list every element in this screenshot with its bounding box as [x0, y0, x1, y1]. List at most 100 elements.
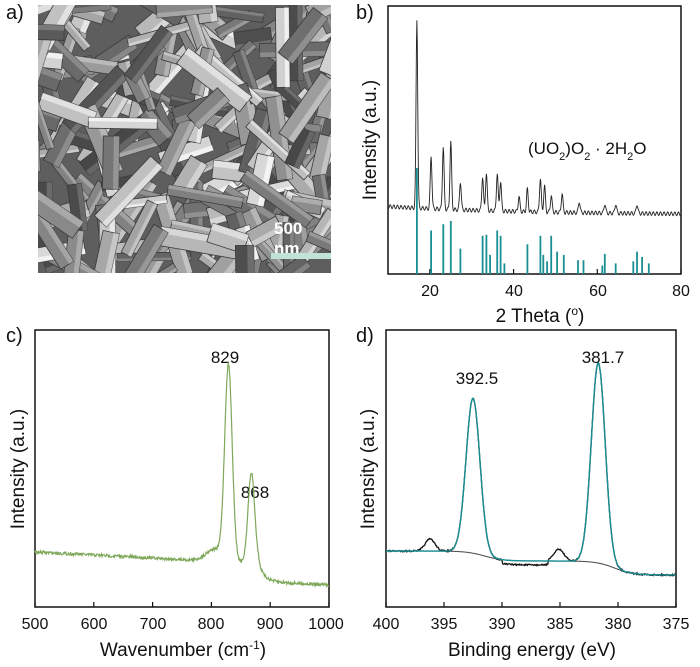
sem-crystal-highlight [38, 47, 64, 60]
raman-y-axis-label: Intensity (a.u.) [8, 409, 29, 529]
sem-crystal [284, 126, 316, 170]
sem-crystal-highlight [156, 8, 213, 18]
sem-crystal-body [250, 253, 312, 273]
xps-background-line [386, 550, 676, 576]
xrd-plot-frame [387, 5, 682, 275]
xrd-pattern-line [387, 20, 682, 217]
xrd-tick-label: 80 [672, 283, 690, 300]
panel-label-b: b) [356, 2, 374, 24]
sem-crystal-highlight [88, 117, 158, 123]
raman-tick-label: 500 [22, 616, 49, 633]
sem-crystal-highlight [63, 54, 118, 67]
sem-crystal-highlight [127, 203, 158, 257]
sem-crystal [38, 204, 75, 270]
sem-crystal-highlight [287, 14, 328, 64]
sem-crystal [186, 87, 230, 130]
sem-crystal-highlight [197, 21, 222, 59]
sem-crystal [155, 5, 213, 19]
sem-crystal-highlight [72, 230, 84, 273]
sem-crystal-highlight [184, 47, 252, 102]
raman-x-ticks [34, 602, 330, 607]
sem-crystal-highlight [96, 232, 120, 273]
raman-spectrum-line [34, 361, 330, 589]
panel-label-c: c) [6, 325, 23, 347]
sem-crystal-body [134, 262, 179, 273]
raman-peak-label: 829 [211, 348, 239, 367]
xps-peak-label: 392.5 [456, 369, 499, 388]
xps-peak-label: 381.7 [582, 348, 625, 367]
sem-crystal-highlight [218, 16, 255, 39]
raman-svg: 500 600 700 800 900 1000 Wavenumber (cm-… [8, 329, 344, 661]
sem-crystal [38, 87, 55, 151]
sem-crystal-highlight [208, 5, 264, 17]
sem-crystal-highlight [225, 185, 286, 227]
sem-crystal-highlight [144, 107, 173, 139]
raman-peak-label: 868 [241, 483, 269, 502]
xrd-compound-annotation: (UO2)O2 · 2H2O [528, 139, 647, 163]
xrd-chart: 20 40 60 80 2 Theta (o) Intensity (a.u.)… [350, 0, 700, 335]
sem-crystal [38, 22, 65, 41]
xrd-x-axis-label: 2 Theta (o) [496, 304, 585, 327]
sem-crystal-highlight [251, 225, 284, 247]
sem-crystal [120, 223, 169, 273]
sem-crystal [176, 47, 253, 113]
sem-crystal [305, 230, 331, 258]
xrd-y-axis-label: Intensity (a.u.) [360, 80, 381, 200]
xrd-reference-sticks [416, 168, 650, 274]
xrd-x-ticks [429, 269, 682, 274]
sem-crystal [318, 28, 331, 78]
xrd-tick-label: 20 [421, 283, 439, 300]
sem-crystal-highlight [247, 245, 255, 273]
sem-crystal-highlight [38, 88, 55, 149]
sem-crystal [166, 184, 244, 209]
sem-crystal-body [38, 63, 63, 92]
sem-crystal-highlight [38, 34, 53, 90]
sem-crystal [308, 133, 331, 184]
sem-crystal-highlight [308, 231, 331, 251]
scale-bar [271, 253, 331, 259]
panel-label-d: d) [356, 325, 374, 347]
sem-crystal-highlight [203, 5, 219, 23]
sem-crystal-highlight [102, 163, 163, 227]
sem-crystal [234, 244, 255, 273]
sem-crystal-body [120, 199, 159, 258]
sem-crystal-highlight [38, 173, 84, 228]
xps-tick-label: 395 [431, 616, 458, 633]
sem-crystal-body [38, 204, 75, 270]
sem-image: 500 nm [38, 5, 331, 273]
raman-x-axis-label: Wavenumber (cm-1) [100, 638, 266, 661]
sem-crystal-body [123, 24, 174, 84]
raman-tick-label: 700 [140, 616, 167, 633]
sem-crystal-highlight [76, 183, 88, 232]
sem-crystal-highlight [165, 121, 196, 176]
xps-chart: 400 395 390 385 380 375 Binding energy (… [350, 322, 700, 667]
sem-crystal-highlight [38, 23, 65, 31]
sem-crystal-highlight [291, 195, 323, 206]
sem-crystal-highlight [129, 229, 169, 273]
sem-crystal [102, 135, 120, 190]
sem-crystal-highlight [239, 49, 263, 102]
sem-crystal-highlight [112, 136, 120, 190]
sem-crystal-highlight [131, 31, 173, 84]
xps-plot-frame [385, 329, 677, 608]
raman-tick-labels: 500 600 700 800 900 1000 [22, 616, 344, 633]
sem-crystal [239, 169, 314, 229]
sem-crystal [120, 199, 159, 258]
raman-tick-label: 900 [257, 616, 284, 633]
xps-tick-label: 375 [663, 616, 690, 633]
sem-crystal-highlight [243, 240, 266, 273]
raman-tick-label: 800 [198, 616, 225, 633]
raman-tick-label: 1000 [308, 616, 344, 633]
sem-crystal [134, 262, 179, 273]
sem-crystal [38, 173, 85, 239]
xps-svg: 400 395 390 385 380 375 Binding energy (… [358, 329, 690, 661]
sem-crystal [278, 71, 331, 144]
sem-crystal-highlight [168, 184, 244, 202]
sem-crystal [87, 116, 158, 130]
sem-crystal-highlight [38, 205, 74, 265]
xps-tick-label: 400 [373, 616, 400, 633]
sem-crystal-highlight [293, 131, 315, 169]
sem-crystal-highlight [38, 5, 66, 29]
sem-crystal [245, 215, 285, 248]
sem-crystal-highlight [40, 92, 97, 118]
